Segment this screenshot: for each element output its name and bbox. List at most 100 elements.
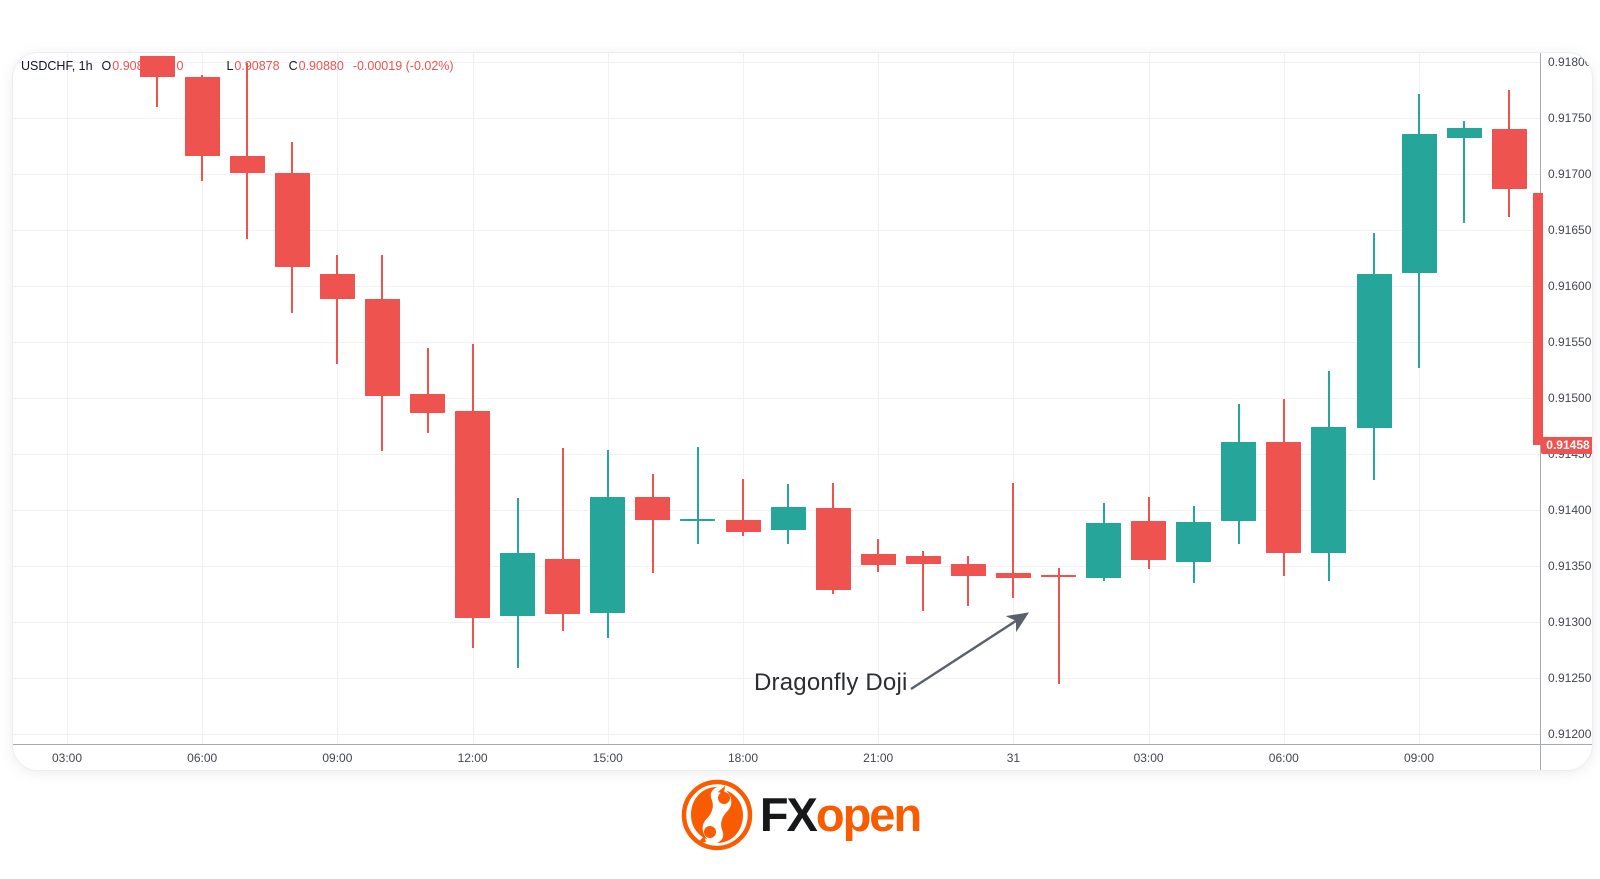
time-tick-label: 03:00 (51, 751, 83, 765)
grid-line-horizontal (13, 118, 1540, 119)
grid-line-vertical (1283, 53, 1285, 744)
candle-body-up (1311, 427, 1347, 553)
candle-body-up (1086, 523, 1122, 579)
time-tick-label: 18:00 (727, 751, 759, 765)
logo-fx-text: FX (759, 788, 818, 841)
grid-line-horizontal (13, 454, 1540, 455)
fxopen-emblem-icon (681, 779, 753, 851)
candle-body-up (1221, 441, 1257, 522)
price-tick-label: 0.91650 (1548, 223, 1592, 237)
candle-body-up (1176, 522, 1212, 562)
candle-wick (246, 63, 249, 239)
price-tick-label: 0.91700 (1548, 167, 1592, 181)
candle-wick (156, 56, 159, 107)
grid-line-vertical (743, 53, 744, 744)
time-tick-label: 31 (1006, 751, 1021, 765)
candle-wick (1057, 568, 1060, 684)
candle-body-up (500, 552, 536, 617)
grid-line-vertical (878, 53, 880, 744)
symbol-label: USDCHF, 1h (21, 59, 93, 73)
candle-body-up (1356, 273, 1392, 429)
time-axis-line (13, 744, 1592, 745)
candle-body-down (545, 559, 581, 615)
logo-open-text: open (815, 788, 922, 841)
price-tick-label: 0.91350 (1548, 559, 1592, 573)
grid-line-vertical (67, 53, 68, 744)
grid-line-vertical (1013, 53, 1015, 744)
price-tick-label: 0.91800 (1548, 55, 1592, 69)
grid-line-vertical (1148, 53, 1150, 744)
candle-wick (1463, 121, 1466, 224)
time-tick-label: 09:00 (322, 751, 353, 765)
candle-wick (561, 448, 564, 631)
grid-line-horizontal (13, 174, 1540, 175)
candle-body-down (184, 76, 220, 157)
grid-line-horizontal (13, 62, 1540, 63)
candle-body-down (319, 273, 355, 300)
grid-line-vertical (202, 53, 204, 744)
time-tick-label: 03:00 (1133, 751, 1164, 765)
change-label: -0.00019 (-0.02%) (352, 59, 454, 73)
price-tick-label: 0.91200 (1548, 727, 1592, 741)
grid-line-vertical (337, 53, 339, 744)
grid-line-horizontal (13, 398, 1540, 399)
candle-body-down (274, 172, 310, 267)
candle-wick (336, 254, 339, 365)
grid-line-vertical (1419, 53, 1420, 744)
price-tick-label: 0.91600 (1548, 279, 1592, 293)
candle-body-down (635, 496, 671, 521)
candle-body-down (1491, 129, 1527, 189)
candle-body-down (950, 563, 986, 577)
grid-line-vertical (607, 53, 609, 744)
candle-body-up (1446, 128, 1482, 139)
time-tick-label: 06:00 (187, 751, 218, 765)
grid-line-horizontal (13, 286, 1540, 287)
grid-line-horizontal (13, 622, 1540, 623)
candle-body-down (1266, 441, 1302, 553)
ohlc-close: C 0.90880 (288, 59, 344, 73)
candle-body-down (725, 520, 761, 533)
price-tick-label: 0.91750 (1548, 111, 1592, 125)
candle-wick (967, 555, 970, 607)
price-tick-label: 0.91250 (1548, 671, 1592, 685)
candle-body-up (770, 506, 806, 531)
candle-body-down (905, 555, 941, 564)
time-tick-label: 12:00 (457, 751, 488, 765)
candle-body-down (229, 156, 265, 173)
time-tick-label: 09:00 (1403, 751, 1435, 765)
grid-line-horizontal (13, 678, 1540, 679)
time-tick-label: 15:00 (592, 751, 623, 765)
time-tick-label: 06:00 (1268, 751, 1299, 765)
ohlc-header: USDCHF, 1h O0.90899 H0 L0.90878 C0.90880… (21, 59, 454, 73)
candle-wick (1012, 483, 1015, 599)
candle-body-down (364, 299, 400, 396)
price-axis[interactable]: 0.91800 0.91750 0.91700 0.91650 0.91600 0.915… (13, 53, 1592, 770)
current-bar (1533, 193, 1543, 446)
fxopen-wordmark: FXopen (759, 778, 922, 852)
time-tick-label: 21:00 (863, 751, 894, 765)
chart-card: USDCHF, 1h O0.90899 H0 L0.90878 C0.90880… (12, 52, 1593, 771)
last-price-badge: 0.91458 (1541, 436, 1592, 454)
candle-wick (651, 474, 654, 573)
grid-line-horizontal (13, 566, 1540, 567)
grid-line-horizontal (13, 230, 1540, 231)
candle-body-down (1131, 521, 1167, 561)
time-axis[interactable]: 03:00 06:00 09:00 12:00 15:00 18:00 21:00 31 03:… (13, 53, 1592, 770)
ohlc-low: L 0.90878 (226, 59, 280, 73)
footer-logo: FXopen (0, 778, 1600, 852)
chart-plot-area[interactable] (13, 53, 1592, 770)
price-tick-label: 0.91550 (1548, 335, 1592, 349)
candle-body-down (455, 411, 491, 618)
grid-line-horizontal (13, 734, 1540, 735)
candle-body-up (590, 496, 626, 614)
candle-body-down (410, 393, 446, 413)
candle-wick (696, 447, 699, 544)
candle-body-up (680, 518, 716, 522)
candle-body-down (815, 507, 851, 590)
annotation-label: Dragonfly Doji (754, 669, 908, 696)
price-tick-label: 0.91300 (1548, 615, 1592, 629)
candle-body-down (1041, 574, 1077, 578)
grid-line-horizontal (13, 342, 1540, 343)
price-tick-label: 0.91400 (1548, 503, 1592, 517)
candle-body-down (139, 56, 175, 77)
